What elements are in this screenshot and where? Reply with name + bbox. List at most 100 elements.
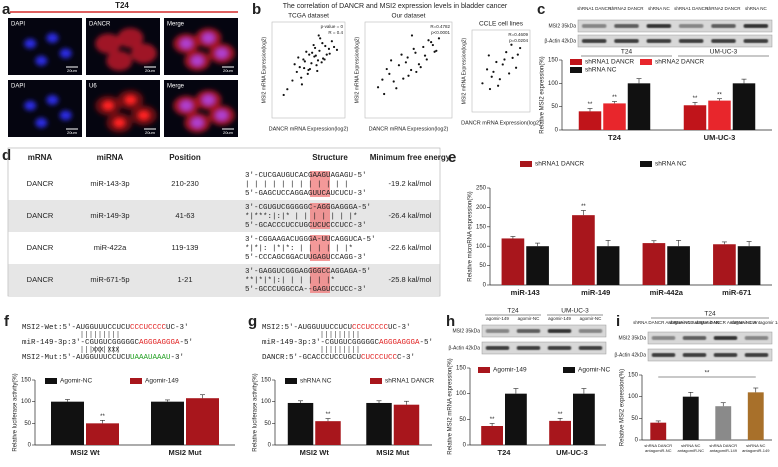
y-tick-label: 150 — [628, 373, 639, 379]
subplot-title: Our dataset — [392, 13, 426, 20]
point — [386, 68, 388, 70]
blot-band — [579, 329, 603, 333]
point — [315, 55, 317, 57]
bar — [715, 406, 731, 440]
blot-band — [614, 24, 639, 28]
y-tick-label: 0 — [555, 128, 559, 134]
table-cell: DANCR — [27, 179, 54, 188]
point — [300, 77, 302, 79]
bar — [597, 246, 620, 285]
x-tick-label: miR-442a — [650, 288, 684, 297]
image-label: DAPI — [11, 22, 25, 28]
significance: ** — [581, 204, 586, 210]
lane-label: shRNA NC — [745, 6, 768, 11]
structure-line: 5′-GCACCCUCCUGCUCUCCCUCC-3′ — [245, 222, 367, 230]
bar — [579, 111, 602, 130]
bar — [684, 105, 707, 130]
lane-label: agomir-149 — [486, 316, 509, 321]
x-tick-label: MSI2 Wt — [300, 448, 330, 457]
nucleus — [46, 95, 58, 105]
x-tick-label: UM-UC-3 — [556, 448, 588, 457]
point — [315, 64, 317, 66]
nucleus — [60, 110, 72, 120]
point — [381, 79, 383, 81]
y-tick-label: 50 — [24, 421, 31, 427]
blot-row-label: β-Actin 42kDa — [545, 38, 577, 44]
table-cell: 210-230 — [171, 179, 199, 188]
y-tick-label: 0 — [268, 443, 272, 449]
point — [405, 61, 407, 63]
x-tick-label: MSI2 Wt — [70, 448, 100, 457]
point — [414, 52, 416, 54]
table-header: Minimum free energy — [370, 153, 451, 162]
blot-row-label: MSI2 35kDa — [548, 23, 576, 29]
significance: ** — [705, 371, 710, 377]
point — [294, 63, 296, 65]
blot-group: T24 — [621, 49, 633, 56]
y-tick-label: 100 — [628, 394, 639, 400]
nucleus — [138, 110, 150, 120]
scale-label: 20um — [223, 68, 234, 73]
bar — [481, 426, 503, 445]
blot-strip — [578, 35, 772, 47]
blot-band — [683, 336, 707, 340]
sequence: DANCR:5′-GCACCCUCCUGCUCUCCCUCCC-3′ — [262, 354, 415, 362]
bar — [573, 394, 595, 445]
y-tick-label: 200 — [476, 205, 487, 211]
blot-band — [652, 336, 676, 340]
bar — [650, 423, 666, 440]
significance: ** — [558, 412, 563, 418]
point — [323, 58, 325, 60]
mismatch: XXX XXX — [92, 347, 119, 354]
legend-swatch — [640, 59, 652, 65]
point — [321, 42, 323, 44]
point — [329, 53, 331, 55]
sequence-part: UAAAUAAAU — [130, 354, 171, 362]
y-tick-label: 100 — [548, 81, 559, 87]
y-tick-label: 100 — [21, 399, 32, 405]
legend-swatch — [478, 367, 490, 373]
point — [283, 94, 285, 96]
panel-label: f — [4, 313, 10, 330]
structure-line: | | | | | | | | | | | | — [245, 181, 349, 189]
legend-swatch — [130, 378, 142, 384]
legend-label: Agomir-149 — [145, 378, 179, 385]
x-tick-label: UM-UC-3 — [704, 133, 736, 142]
blot-band — [652, 353, 676, 357]
point — [488, 54, 490, 56]
point — [307, 69, 309, 71]
stat-annotation: R = 0.4 — [328, 30, 343, 35]
y-axis-label: Relative luciferase activity(%) — [13, 373, 19, 451]
point — [515, 67, 517, 69]
scale-label: 20um — [145, 68, 156, 73]
point — [388, 73, 390, 75]
table-cell: miR-422a — [94, 243, 127, 252]
point — [402, 78, 404, 80]
cytoplasm — [131, 43, 157, 63]
point — [316, 70, 318, 72]
structure-line: **|*|*|:| | | | | |* — [245, 277, 335, 285]
blot-band — [517, 329, 541, 333]
y-tick-label: 50 — [264, 421, 271, 427]
bar — [394, 405, 419, 445]
bar — [708, 101, 731, 130]
sequence: MSI2-Mut:5′-AUGGUUUCCUCUUAAAUAAAU-3′ — [22, 354, 184, 362]
sequence: MSI2-Wet:5′-AUGGUUUCCUCUCCCUCCCCUC-3′ — [22, 324, 189, 332]
stat-annotation: p<0.0001 — [431, 30, 450, 35]
structure-line: 5′-GCCCUGGCCA--GAGUCCUCC-3′ — [245, 286, 367, 294]
blot-band — [486, 346, 510, 350]
sequence-part: -3′ — [171, 354, 185, 362]
point — [321, 61, 323, 63]
table-cell: 1-21 — [177, 275, 192, 284]
y-tick-label: 150 — [21, 378, 32, 384]
point — [398, 64, 400, 66]
legend-label: shRNA NC — [300, 378, 332, 385]
point — [286, 88, 288, 90]
point — [395, 87, 397, 89]
table-cell: -22.6 kal/mol — [389, 243, 432, 252]
sequence-part: C-3′ — [397, 354, 415, 362]
panel-label: i — [616, 313, 620, 330]
point — [497, 85, 499, 87]
blot-band — [711, 24, 736, 28]
